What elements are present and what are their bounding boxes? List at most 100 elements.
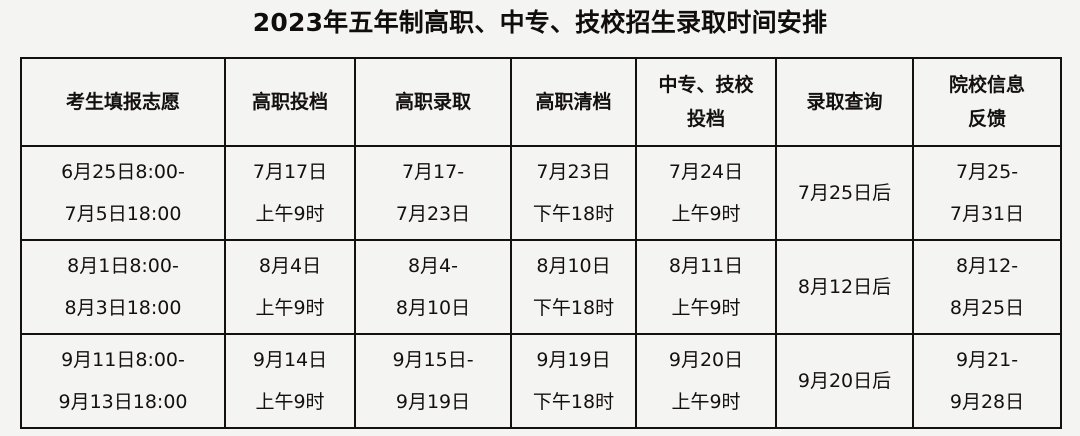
table-header-cell: 院校信息 反馈 — [912, 57, 1062, 147]
table-header-cell: 中专、技校 投档 — [635, 57, 777, 147]
page-title: 2023年五年制高职、中专、技校招生录取时间安排 — [252, 8, 828, 37]
cell-text: 中专、技校 投档 — [639, 68, 773, 136]
cell-text-line: 上午9时 — [255, 297, 325, 319]
cell-text-line: 9月20日 — [668, 349, 744, 371]
cell-text-line: 9月19日 — [536, 349, 611, 371]
table-cell: 8月11日上午9时 — [635, 239, 777, 335]
cell-text: 高职投档 — [228, 85, 352, 119]
cell-text-line: 8月11日 — [668, 255, 744, 277]
cell-text-line: 上午9时 — [671, 297, 741, 319]
table-cell: 8月4- 8月10日 — [354, 239, 512, 335]
cell-text-line: 8月12- — [955, 255, 1019, 277]
table-body: 6月25日8:00- 7月5日18:00 7月17日 上午9时 7月17- 7月23日 7月… — [20, 145, 1062, 429]
cell-text-line: 9月13日18:00 — [58, 391, 188, 413]
cell-text-line: 上午9时 — [255, 203, 325, 225]
cell-text-line: 8月4- — [407, 255, 459, 277]
cell-text: 8月1日8:00- 8月3日18:00 — [24, 245, 222, 329]
cell-text: 8月4日上午9时 — [228, 245, 352, 329]
cell-text-line: 中专、技校 — [658, 74, 754, 96]
schedule-table-container: 考生填报志愿 高职投档 高职录取 高职清档 中专、技校投档 录取查询 院校信息反馈 6月25… — [20, 57, 1062, 429]
table-cell: 9月14日 上午9时 — [224, 333, 356, 429]
cell-text: 9月20日上午9时 — [639, 339, 773, 423]
cell-text-line: 8月4日 — [258, 255, 322, 277]
table-cell: 8月1日8:00- 8月3日18:00 — [20, 239, 226, 335]
cell-text-line: 院校信息 — [948, 74, 1025, 96]
cell-text: 7月17日 上午9时 — [228, 151, 352, 235]
admission-schedule-table: 考生填报志愿 高职投档 高职录取 高职清档 中专、技校投档 录取查询 院校信息反馈 6月25… — [20, 57, 1062, 429]
table-cell: 9月20日上午9时 — [635, 333, 777, 429]
cell-text-line: 录取查询 — [806, 91, 883, 113]
cell-text-line: 上午9时 — [671, 203, 741, 225]
cell-text-line: 7月17- — [401, 161, 465, 183]
cell-text: 8月10日下午18时 — [514, 245, 633, 329]
table-cell: 9月15日- 9月19日 — [354, 333, 512, 429]
table-cell: 6月25日8:00- 7月5日18:00 — [20, 145, 226, 241]
cell-text-line: 7月23日 — [536, 161, 611, 183]
cell-text: 9月14日 上午9时 — [228, 339, 352, 423]
cell-text: 考生填报志愿 — [24, 85, 222, 119]
cell-text-line: 高职录取 — [394, 91, 471, 113]
cell-text-line: 8月12日后 — [797, 276, 892, 298]
cell-text-line: 8月3日18:00 — [64, 297, 182, 319]
cell-text: 7月17- 7月23日 — [358, 151, 508, 235]
table-header: 考生填报志愿 高职投档 高职录取 高职清档 中专、技校投档 录取查询 院校信息反馈 — [20, 57, 1062, 147]
cell-text-line: 9月20日后 — [797, 370, 892, 392]
cell-text-line: 8月10日 — [536, 255, 611, 277]
cell-text: 7月25日后 — [779, 172, 910, 214]
table-cell: 9月11日8:00- 9月13日18:00 — [20, 333, 226, 429]
cell-text-line: 反馈 — [967, 108, 1006, 130]
table-row: 6月25日8:00- 7月5日18:00 7月17日 上午9时 7月17- 7月23日 7月… — [20, 145, 1062, 241]
cell-text-line: 7月5日18:00 — [64, 203, 182, 225]
table-cell: 7月25- 7月31日 — [912, 145, 1062, 241]
cell-text-line: 投档 — [686, 108, 725, 130]
table-header-cell: 高职投档 — [224, 57, 356, 147]
cell-text: 7月25- 7月31日 — [916, 151, 1058, 235]
cell-text-line: 9月11日8:00- — [61, 349, 185, 371]
cell-text-line: 8月10日 — [395, 297, 471, 319]
cell-text-line: 上午9时 — [671, 391, 741, 413]
table-cell: 7月23日下午18时 — [510, 145, 637, 241]
table-header-row: 考生填报志愿 高职投档 高职录取 高职清档 中专、技校投档 录取查询 院校信息反馈 — [20, 57, 1062, 147]
cell-text: 9月19日下午18时 — [514, 339, 633, 423]
table-cell: 9月20日后 — [775, 333, 914, 429]
table-cell: 8月12- 8月25日 — [912, 239, 1062, 335]
table-cell: 9月19日下午18时 — [510, 333, 637, 429]
cell-text-line: 9月28日 — [949, 391, 1025, 413]
cell-text: 院校信息 反馈 — [916, 68, 1058, 136]
cell-text: 8月4- 8月10日 — [358, 245, 508, 329]
cell-text-line: 7月25- — [955, 161, 1019, 183]
cell-text: 9月21- 9月28日 — [916, 339, 1058, 423]
cell-text-line: 8月25日 — [949, 297, 1025, 319]
cell-text: 7月23日下午18时 — [514, 151, 633, 235]
cell-text: 7月24日 上午9时 — [639, 151, 773, 235]
cell-text-line: 9月14日 — [252, 349, 328, 371]
cell-text: 高职清档 — [514, 85, 633, 119]
table-cell: 7月25日后 — [775, 145, 914, 241]
table-cell: 8月10日下午18时 — [510, 239, 637, 335]
table-header-cell: 考生填报志愿 — [20, 57, 226, 147]
table-cell: 9月21- 9月28日 — [912, 333, 1062, 429]
cell-text-line: 9月15日- — [392, 349, 474, 371]
table-header-cell: 高职清档 — [510, 57, 637, 147]
cell-text: 高职录取 — [358, 85, 508, 119]
table-header-cell: 录取查询 — [775, 57, 914, 147]
cell-text: 9月20日后 — [779, 360, 910, 402]
cell-text-line: 9月21- — [955, 349, 1019, 371]
cell-text-line: 高职投档 — [251, 91, 328, 113]
cell-text: 8月11日上午9时 — [639, 245, 773, 329]
cell-text-line: 高职清档 — [535, 91, 612, 113]
cell-text-line: 8月1日8:00- — [67, 255, 179, 277]
table-row: 9月11日8:00- 9月13日18:00 9月14日 上午9时 9月15日- 9月19日… — [20, 333, 1062, 429]
cell-text-line: 下午18时 — [532, 391, 615, 413]
table-cell: 7月17- 7月23日 — [354, 145, 512, 241]
cell-text-line: 9月19日 — [395, 391, 471, 413]
table-header-cell: 高职录取 — [354, 57, 512, 147]
cell-text-line: 下午18时 — [532, 297, 615, 319]
cell-text: 录取查询 — [779, 85, 910, 119]
table-cell: 7月17日 上午9时 — [224, 145, 356, 241]
cell-text-line: 6月25日8:00- — [61, 161, 185, 183]
cell-text-line: 7月25日后 — [797, 182, 892, 204]
cell-text-line: 下午18时 — [532, 203, 615, 225]
table-cell: 7月24日 上午9时 — [635, 145, 777, 241]
